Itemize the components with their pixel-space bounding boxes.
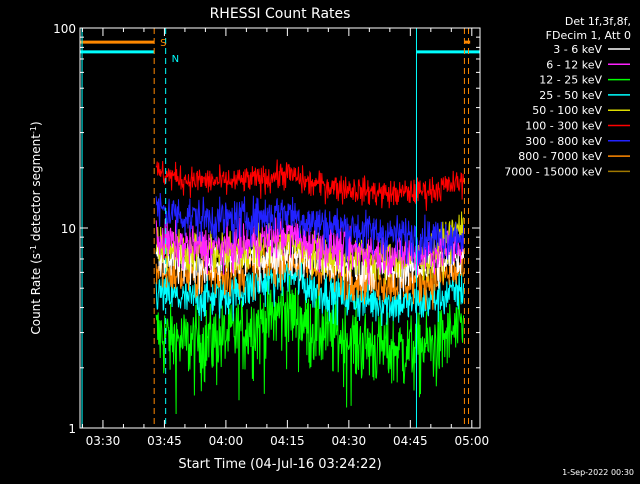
chart-title: RHESSI Count Rates bbox=[210, 6, 351, 22]
legend-label: 25 - 50 keV bbox=[539, 89, 602, 102]
footer-timestamp: 1-Sep-2022 00:30 bbox=[562, 468, 634, 477]
legend-label: 12 - 25 keV bbox=[539, 74, 602, 87]
legend-header-decimation: FDecim 1, Att 0 bbox=[546, 29, 631, 42]
legend-label: 800 - 7000 keV bbox=[518, 150, 602, 163]
legend-header-detectors: Det 1f,3f,8f, bbox=[565, 15, 631, 28]
y-axis-label-part: Count Rate (s bbox=[29, 253, 43, 335]
attenuator-state-label: S bbox=[160, 38, 166, 49]
series-line-100-300-kev bbox=[155, 159, 465, 211]
y-tick-label: 100 bbox=[53, 22, 76, 36]
legend-label: 3 - 6 keV bbox=[553, 43, 602, 56]
series-line-12-25-kev bbox=[155, 275, 465, 415]
night-state-label: N bbox=[172, 54, 179, 65]
legend-label: 100 - 300 keV bbox=[525, 120, 602, 133]
y-tick-label: 10 bbox=[61, 222, 76, 236]
x-tick-label: 04:00 bbox=[209, 434, 244, 448]
legend-label: 50 - 100 keV bbox=[532, 104, 602, 117]
x-tick-label: 04:30 bbox=[332, 434, 367, 448]
legend-label: 6 - 12 keV bbox=[546, 58, 602, 71]
series-line-25-50-kev bbox=[155, 254, 465, 327]
x-tick-label: 04:15 bbox=[270, 434, 305, 448]
x-axis-label: Start Time (04-Jul-16 03:24:22) bbox=[178, 457, 381, 472]
y-axis-label-part: ) bbox=[29, 121, 43, 126]
legend-label: 7000 - 15000 keV bbox=[504, 165, 602, 178]
y-axis-label-exponent: -1 bbox=[29, 245, 38, 253]
y-axis-label: Count Rate (s-1 detector segment-1) bbox=[29, 121, 44, 334]
y-tick-label: 1 bbox=[68, 422, 76, 436]
x-tick-label: 04:45 bbox=[393, 434, 428, 448]
x-tick-label: 05:00 bbox=[455, 434, 490, 448]
series-line-300-800-kev bbox=[155, 192, 465, 266]
x-tick-label: 03:45 bbox=[147, 434, 182, 448]
legend: 3 - 6 keV 6 - 12 keV 12 - 25 keV 25 - 50 ke… bbox=[504, 43, 630, 178]
y-axis-label-exponent: -1 bbox=[29, 126, 38, 134]
y-axis-label-part: detector segment bbox=[29, 134, 43, 245]
legend-label: 300 - 800 keV bbox=[525, 135, 602, 148]
x-tick-label: 03:30 bbox=[86, 434, 121, 448]
